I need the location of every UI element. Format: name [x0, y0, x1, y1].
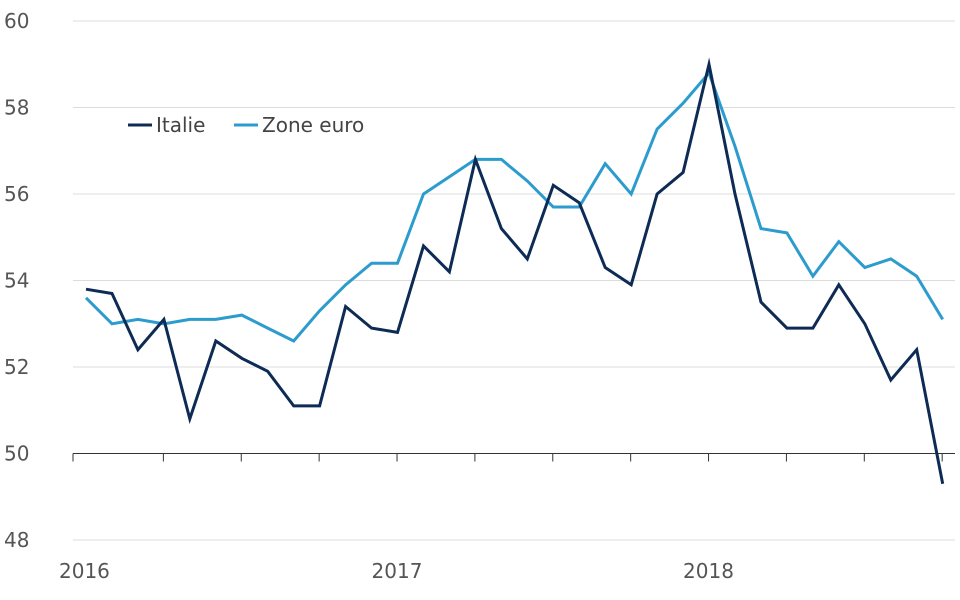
x-tick-labels: 2016 2017 2018	[59, 559, 734, 583]
y-tick-label: 50	[4, 442, 29, 466]
series-line-italie	[85, 57, 945, 485]
series-line-zone-euro	[84, 69, 944, 343]
y-tick-label: 60	[4, 9, 29, 33]
legend: Italie Zone euro	[128, 113, 364, 137]
gridlines	[73, 20, 955, 541]
x-tick-label-2016: 2016	[59, 559, 110, 583]
y-tick-label: 54	[4, 269, 29, 293]
y-tick-label: 56	[4, 182, 29, 206]
legend-label-italie: Italie	[156, 113, 205, 137]
y-tick-label: 48	[4, 528, 29, 552]
y-tick-label: 52	[4, 355, 29, 379]
legend-label-zone-euro: Zone euro	[262, 113, 364, 137]
series-lines	[84, 57, 945, 485]
y-tick-label: 58	[4, 96, 29, 120]
x-tick-label-2017: 2017	[372, 559, 423, 583]
x-tick-label-2018: 2018	[683, 559, 734, 583]
y-tick-labels: 48 50 52 54 56 58 60	[4, 9, 29, 552]
x-axis	[72, 453, 955, 462]
